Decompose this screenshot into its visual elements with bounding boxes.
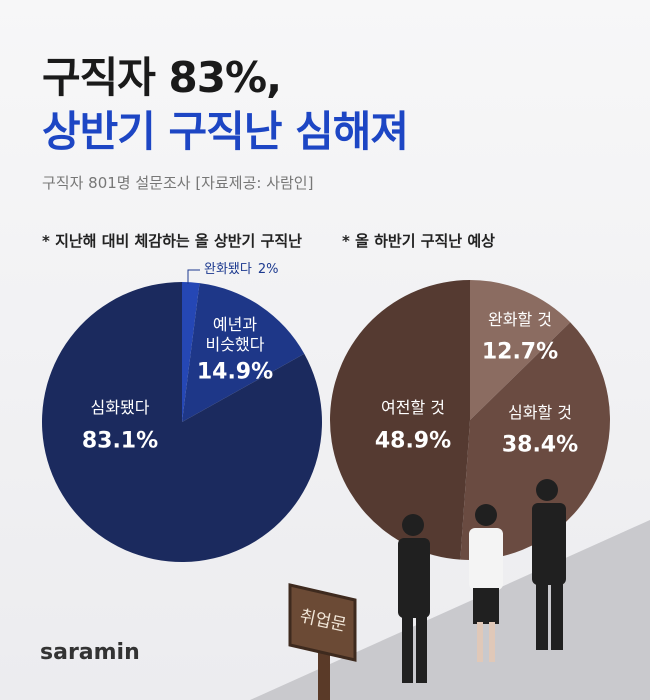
skirt [473, 588, 499, 624]
leg [489, 622, 495, 662]
head [475, 504, 497, 526]
value-label: 12.7% [481, 339, 559, 365]
title-line: 구직자 83%, [42, 53, 282, 102]
brand: saramin [40, 640, 140, 665]
slice-label: 완화할 것 [488, 310, 552, 329]
body [469, 528, 503, 590]
head [536, 479, 558, 501]
people [398, 479, 566, 683]
slice-label: 완화됐다 [204, 261, 252, 277]
sign: 취업문 [288, 583, 357, 700]
value-label: 14.9% [196, 359, 274, 385]
title-line: 상반기 구직난 심해져 [42, 107, 409, 156]
body [398, 538, 430, 618]
slice-label: 예년과 비슷했다 [205, 315, 265, 354]
body [532, 503, 566, 585]
chart-title: * 지난해 대비 체감하는 올 상반기 구직난 [42, 232, 302, 250]
pie-charts [41, 269, 610, 562]
value-label: 48.9% [374, 428, 452, 454]
leg [551, 582, 563, 650]
pie-slice [460, 322, 610, 561]
value-label: 38.4% [501, 432, 579, 458]
subtitle: 구직자 801명 설문조사 [자료제공: 사람인] [42, 174, 314, 192]
pie-slice [41, 282, 322, 562]
pie-slice [182, 282, 200, 422]
leg [477, 622, 483, 662]
head [402, 514, 424, 536]
slice-label: 심화됐다 [90, 398, 150, 417]
pie-slice [329, 280, 470, 560]
value-label: 83.1% [81, 428, 159, 454]
sign-board [288, 583, 357, 662]
leg [402, 615, 413, 683]
pie-slice [470, 280, 571, 420]
slice-label: 여전할 것 [381, 398, 445, 417]
value-label: 2% [257, 261, 279, 277]
leg [416, 615, 427, 683]
leg [536, 582, 548, 650]
pie-slice [182, 283, 305, 422]
slice-label: 심화할 것 [508, 403, 572, 422]
leader-line [187, 269, 200, 284]
chart-title: * 올 하반기 구직난 예상 [342, 232, 495, 250]
